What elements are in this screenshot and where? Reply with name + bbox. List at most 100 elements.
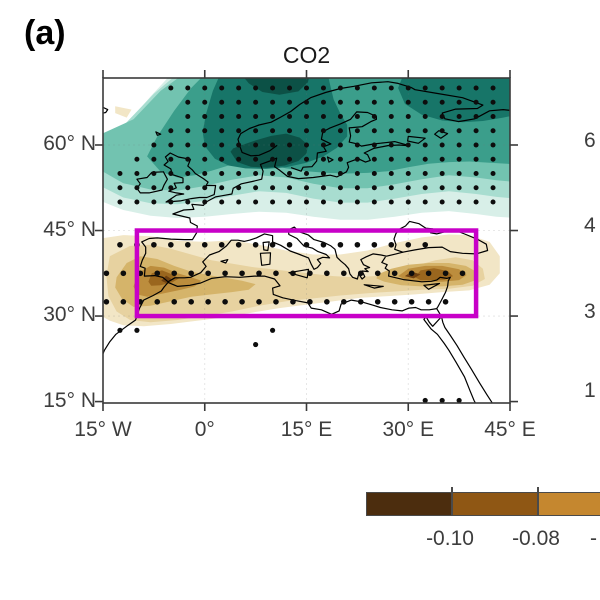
stipple-dot: [307, 298, 313, 305]
coastline: [363, 284, 384, 289]
stipple-dot: [337, 128, 343, 134]
stipple-dot: [219, 85, 225, 91]
stipple-dot: [422, 199, 428, 205]
stipple-dot: [185, 199, 191, 205]
stipple-dot: [337, 85, 343, 91]
stipple-dot: [236, 185, 242, 191]
negative-anomaly-contour: [106, 244, 485, 323]
stipple-dot: [405, 171, 411, 177]
stipple-dot: [252, 241, 259, 248]
stipple-dot: [236, 156, 242, 162]
stipple-dot: [388, 113, 394, 119]
stipple-dot: [304, 171, 309, 177]
stipple-dot: [253, 199, 259, 205]
stipple-dot: [202, 171, 208, 177]
stipple-dot: [185, 128, 191, 134]
stipple-dot: [270, 113, 276, 119]
stipple-dot: [422, 185, 428, 191]
stipple-dot: [354, 185, 360, 191]
stipple-dot: [154, 298, 161, 305]
stipple-dot: [442, 270, 449, 277]
stipple-dot: [287, 99, 293, 105]
stipple-dot: [273, 298, 279, 305]
stipple-dot: [337, 199, 343, 205]
stipple-dot: [117, 199, 123, 205]
stipple-dot: [253, 185, 259, 191]
stipple-dot: [304, 142, 309, 148]
coastline: [103, 106, 109, 114]
stipple-dot: [256, 270, 262, 277]
stipple-dot: [201, 241, 208, 248]
stipple-dot: [205, 298, 211, 305]
stipple-dot: [168, 185, 174, 191]
stipple-dot: [171, 270, 178, 277]
stipple-dot: [185, 99, 191, 105]
stipple-dot: [256, 298, 262, 305]
stipple-dot: [287, 199, 293, 205]
stipple-dot: [253, 128, 259, 134]
stipple-dot: [490, 171, 496, 177]
stipple-dot: [341, 270, 347, 277]
stipple-dot: [304, 185, 309, 191]
colorbar-tick-label: -0.10: [426, 527, 474, 550]
coastline: [139, 144, 409, 283]
stipple-dot: [219, 128, 225, 134]
stipple-dot: [456, 113, 462, 119]
stipple-dot: [439, 185, 445, 191]
stipple-dot: [270, 99, 276, 105]
stipple-dot: [374, 270, 381, 277]
stipple-dot: [117, 185, 123, 191]
stipple-dot: [202, 128, 208, 134]
stipple-dot: [222, 298, 228, 305]
y-tick-label: 60° N: [43, 131, 96, 155]
neighbor-panel-y-label-partial: 3: [584, 300, 596, 323]
stipple-dot: [439, 199, 445, 205]
coastline: [259, 252, 272, 266]
stipple-dot: [320, 241, 327, 248]
stipple-dot: [287, 85, 293, 91]
neighbor-panel-y-label-partial: 1: [584, 379, 596, 402]
stipple-dot: [456, 128, 462, 134]
stipple-dot: [269, 241, 276, 248]
stipple-dot: [408, 270, 415, 277]
stipple-dot: [371, 199, 377, 205]
stipple-dot: [134, 199, 140, 205]
stipple-dot: [103, 270, 110, 277]
stipple-dot: [185, 85, 191, 91]
stipple-dot: [473, 99, 479, 105]
stipple-dot: [304, 128, 309, 134]
stipple-dot: [422, 85, 428, 91]
stipple-dot: [236, 99, 242, 105]
stipple-dot: [388, 85, 394, 91]
stipple-dot: [422, 142, 428, 148]
stipple-dot: [405, 185, 411, 191]
colorbar-tick: [537, 487, 539, 493]
stipple-dot: [337, 156, 343, 162]
stipple-dot: [185, 171, 191, 177]
stipple-dot: [307, 270, 313, 277]
stipple-dot: [371, 85, 377, 91]
stipple-dot: [442, 298, 449, 305]
stipple-dot: [235, 241, 242, 248]
coastline: [262, 241, 270, 252]
neighbor-panel-y-label-partial: 6: [584, 129, 596, 152]
stipple-dot: [388, 241, 395, 248]
stipple-dot: [405, 128, 411, 134]
stipple-dot: [371, 171, 377, 177]
stipple-dot: [151, 185, 157, 191]
stipple-dot: [371, 142, 377, 148]
stipple-dot: [168, 199, 174, 205]
x-tick-label: 0°: [194, 418, 215, 441]
stipple-dot: [456, 199, 462, 205]
panel-label: (a): [24, 14, 66, 52]
stipple-dot: [219, 199, 225, 205]
stipple-dot: [151, 171, 157, 177]
coastline: [103, 256, 451, 356]
stipple-dot: [290, 270, 296, 277]
stipple-dot: [354, 171, 360, 177]
stipple-dot: [374, 298, 381, 305]
stipple-dot: [287, 113, 293, 119]
coastline: [237, 81, 510, 157]
